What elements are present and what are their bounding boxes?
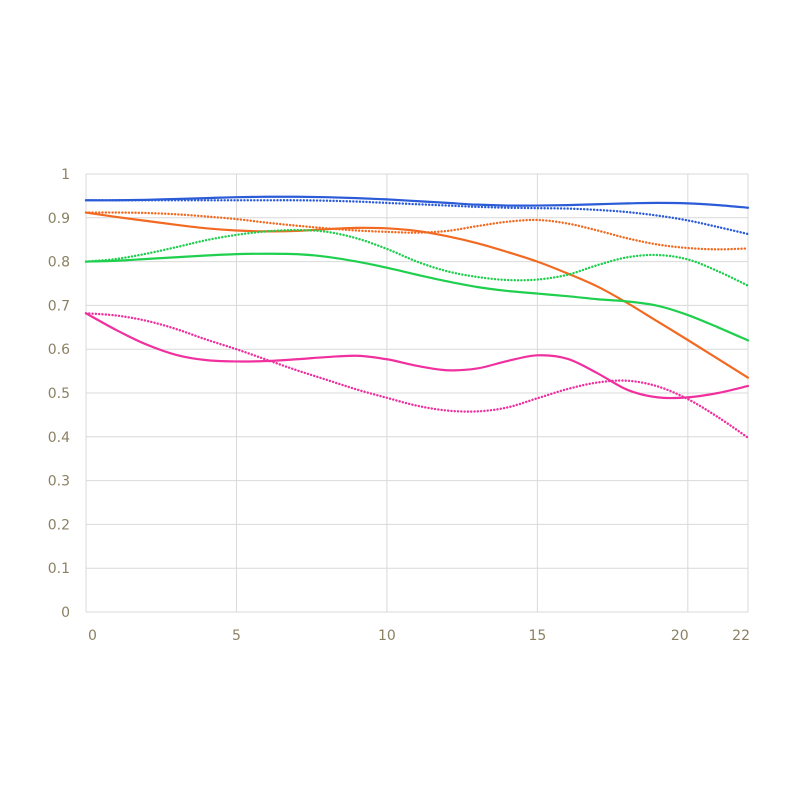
x-tick-label: 5 [232,628,241,644]
series-line-5-solid [84,252,750,342]
series-line-4-dotted [84,211,750,251]
series-line-3-solid [84,211,750,379]
x-axis-tick-labels: 0 5 10 15 20 22 [88,628,750,644]
y-tick-label: 0.4 [48,430,70,446]
y-tick-label: 1 [61,167,70,183]
y-tick-label: 0.5 [48,386,70,402]
y-tick-label: 0.6 [48,342,70,358]
x-tick-label: 22 [732,628,750,644]
y-tick-label: 0.3 [48,474,70,490]
y-tick-label: 0.2 [48,517,70,533]
y-tick-label: 0.7 [48,298,70,314]
data-series [84,195,750,439]
y-tick-label: 0.1 [48,561,70,577]
x-tick-label: 0 [88,628,97,644]
series-line-8-dotted [84,312,750,439]
series-line-7-solid [84,312,750,400]
y-axis-tick-labels: 0 0.1 0.2 0.3 0.4 0.5 0.6 0.7 0.8 0.9 1 [48,167,70,621]
y-tick-label: 0.8 [48,255,70,271]
series-line-6-dotted [84,228,750,287]
series-line-1-solid [84,195,750,209]
y-tick-label: 0.9 [48,211,70,227]
x-tick-label: 10 [378,628,396,644]
y-tick-label: 0 [61,605,70,621]
x-tick-label: 15 [528,628,546,644]
grid-lines [85,173,749,613]
series-line-2-dotted [84,199,750,236]
x-tick-label: 20 [671,628,689,644]
